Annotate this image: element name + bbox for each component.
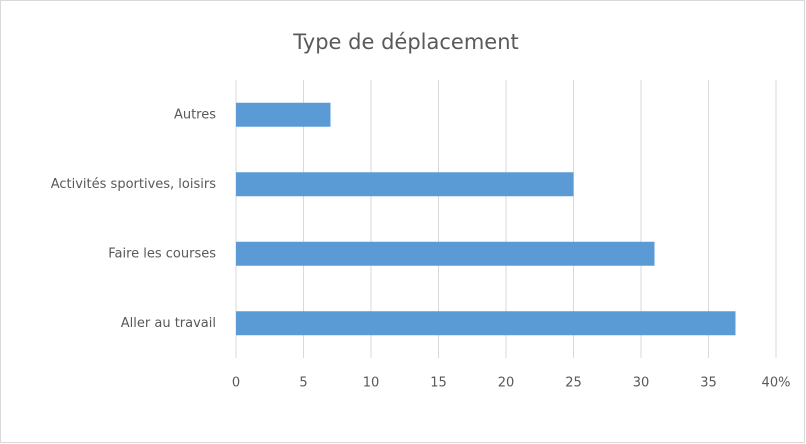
x-tick-label: 5 bbox=[299, 376, 307, 391]
chart-title: Type de déplacement bbox=[292, 30, 519, 54]
x-tick-label: 40% bbox=[762, 376, 791, 391]
x-tick-label: 20 bbox=[498, 376, 515, 391]
bar bbox=[236, 172, 574, 197]
bar bbox=[236, 241, 655, 266]
y-tick-label: Aller au travail bbox=[121, 316, 216, 331]
x-tick-label: 10 bbox=[363, 376, 380, 391]
bar bbox=[236, 102, 331, 127]
y-tick-label: Activités sportives, loisirs bbox=[51, 177, 216, 192]
y-tick-label: Faire les courses bbox=[108, 246, 216, 261]
x-tick-label: 35 bbox=[700, 376, 717, 391]
x-tick-label: 30 bbox=[633, 376, 650, 391]
bar bbox=[236, 311, 736, 336]
x-tick-label: 15 bbox=[430, 376, 447, 391]
y-tick-label: Autres bbox=[174, 107, 216, 122]
x-tick-label: 0 bbox=[232, 376, 240, 391]
x-tick-label: 25 bbox=[565, 376, 582, 391]
